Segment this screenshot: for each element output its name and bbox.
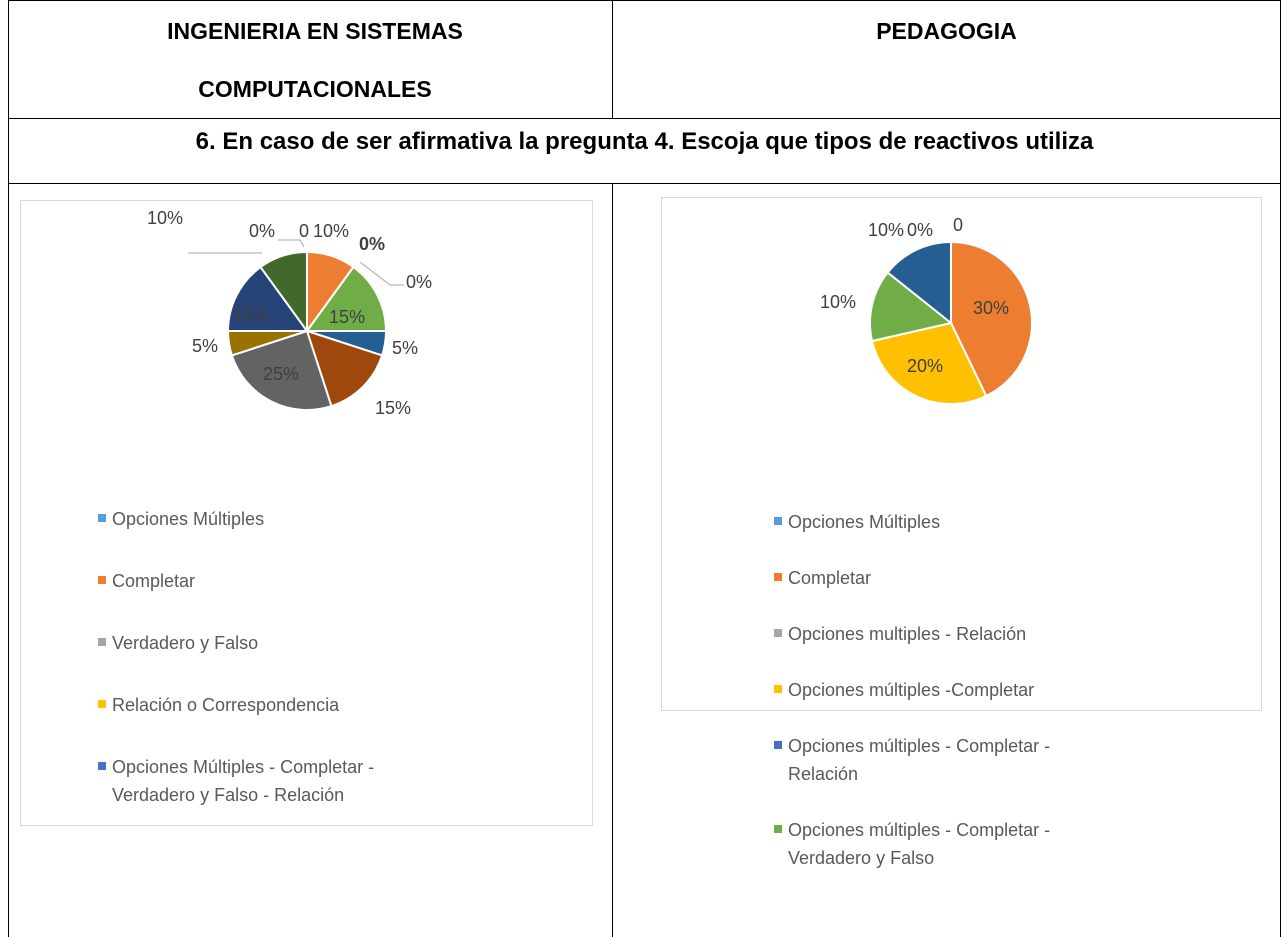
legend-swatch	[98, 576, 106, 584]
legend-entry: Completar	[774, 564, 1114, 592]
legend-label: Verdadero y Falso	[112, 633, 259, 653]
data-label: 10%	[820, 292, 856, 312]
legend-entry: Relación o Correspondencia	[98, 691, 458, 719]
header-cell: PEDAGOGIA	[876, 18, 1017, 44]
data-label: 15%	[375, 398, 411, 418]
data-label: 15%	[329, 307, 365, 327]
data-label: 30%	[973, 298, 1009, 318]
legend-label: Opciones múltiples - Completar - Verdade…	[788, 820, 1051, 868]
data-label: 0%	[406, 272, 432, 292]
data-label: 25%	[263, 364, 299, 384]
legend-entry: Opciones Múltiples - Completar - Verdade…	[98, 753, 458, 809]
data-label: 10%	[147, 208, 183, 228]
legend-entry: Verdadero y Falso	[98, 629, 458, 657]
data-label: 10%	[313, 221, 349, 241]
data-label: 0%	[359, 234, 385, 254]
legend-entry: Opciones múltiples -Completar	[774, 676, 1114, 704]
data-label: 10%	[868, 220, 904, 240]
chart-frame	[20, 200, 593, 826]
pie-slice	[259, 250, 308, 335]
legend-label: Opciones múltiples -Completar	[788, 680, 1035, 700]
legend-swatch	[774, 741, 782, 749]
legend-entry: Opciones multiples - Relación	[774, 620, 1114, 648]
legend: Opciones Múltiples Completar Opciones mult…	[774, 508, 1114, 872]
header-cell: INGENIERIA EN SISTEMAS COMPUTACIONALES	[167, 18, 463, 102]
legend: Opciones Múltiples Completar Verdadero y F…	[98, 505, 458, 809]
data-label: 15%	[233, 304, 269, 324]
row-line	[8, 118, 1281, 119]
data-label: 0%	[907, 220, 933, 240]
pie-slice	[869, 271, 954, 343]
legend-label: Opciones multiples - Relación	[788, 624, 1027, 644]
data-label: 0	[299, 221, 309, 241]
leader-line	[359, 261, 404, 286]
chart-frame	[661, 197, 1262, 711]
pie-slice	[886, 240, 952, 326]
legend-swatch	[774, 825, 782, 833]
legend-entry: Opciones Múltiples	[98, 505, 458, 533]
legend-label: Completar	[112, 571, 196, 591]
pie-slice	[226, 265, 309, 332]
pie-slice	[950, 240, 1033, 398]
data-label: 5%	[392, 338, 418, 358]
col-line	[612, 183, 613, 937]
legend-entry: Opciones múltiples - Completar - Relació…	[774, 732, 1114, 788]
legend-swatch	[774, 685, 782, 693]
pie-slice	[870, 321, 988, 405]
legend-swatch	[774, 629, 782, 637]
legend-label: Opciones múltiples - Completar - Relació…	[788, 736, 1051, 784]
data-label: 0%	[249, 221, 275, 241]
row-line	[8, 183, 1281, 184]
pie-slice	[230, 329, 333, 411]
legend-swatch	[98, 762, 106, 770]
legend-swatch	[774, 573, 782, 581]
legend-label: Opciones Múltiples	[112, 509, 265, 529]
legend-label: Relación o Correspondencia	[112, 695, 340, 715]
legend-label: Completar	[788, 568, 872, 588]
pie-slice	[305, 265, 388, 332]
legend-entry: Completar	[98, 567, 458, 595]
legend-entry: Opciones Múltiples	[774, 508, 1114, 536]
data-label: 20%	[907, 356, 943, 376]
leader-line	[278, 239, 305, 248]
row-line	[8, 0, 1281, 1]
legend-swatch	[774, 517, 782, 525]
legend-swatch	[98, 514, 106, 522]
question: 6. En caso de ser afirmativa la pregunta…	[195, 128, 1094, 155]
data-label: 0	[953, 215, 963, 235]
legend-label: Opciones Múltiples - Completar - Verdade…	[112, 757, 375, 805]
legend-swatch	[98, 700, 106, 708]
legend-label: Opciones Múltiples	[788, 512, 941, 532]
col-line	[612, 0, 613, 118]
legend-swatch	[98, 638, 106, 646]
legend-entry: Opciones múltiples - Completar - Verdade…	[774, 816, 1114, 872]
data-label: 5%	[192, 336, 218, 356]
